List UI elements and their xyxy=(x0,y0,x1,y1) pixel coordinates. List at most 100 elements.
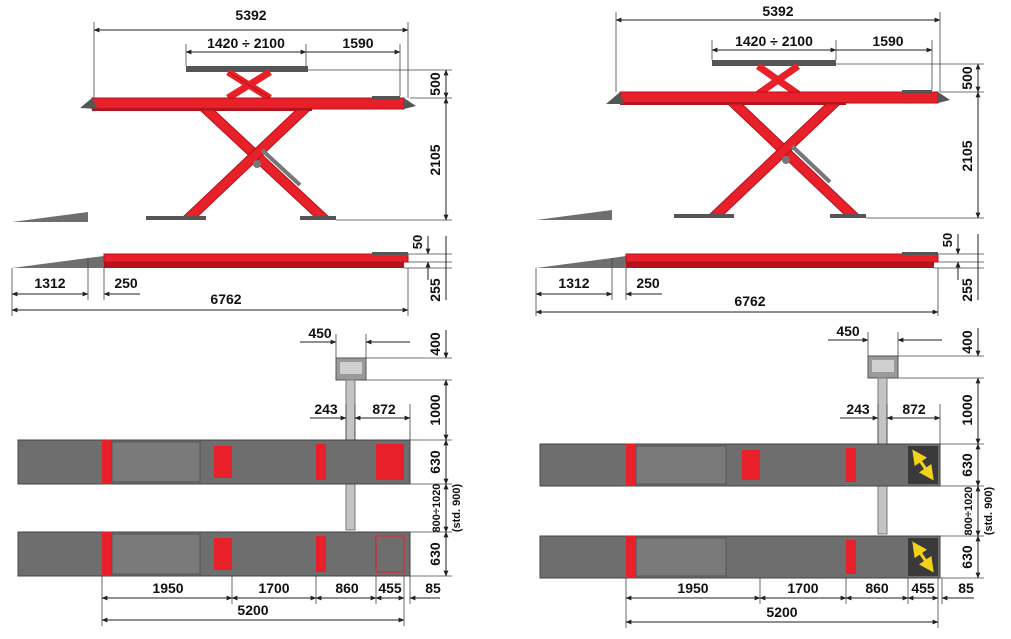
diagonal-arrows-icon xyxy=(912,541,934,573)
runway-sliding-panel xyxy=(635,445,727,485)
runway-body xyxy=(539,535,941,579)
runway-upper xyxy=(539,443,941,487)
dim-column-to-end: 872 xyxy=(372,401,396,417)
top-view xyxy=(539,355,941,579)
dim-top-plate-thickness: 50 xyxy=(410,235,425,249)
dim-overhang: 1590 xyxy=(872,33,903,49)
dim-ramp-gap: 250 xyxy=(636,275,660,291)
dim-end-gap: 85 xyxy=(958,580,974,596)
dim-column-offset: 243 xyxy=(846,401,870,417)
dim-column-to-end: 872 xyxy=(902,401,926,417)
platform-lowered xyxy=(625,253,939,263)
base-plate-left xyxy=(146,216,206,220)
dimension-labels: 5392 1420 ÷ 2100 1590 500 2105 1312 250 … xyxy=(34,7,463,618)
dim-runway-spacing-std: (std. 900) xyxy=(983,487,995,536)
main-scissor-arms xyxy=(706,103,862,217)
lift-view-right: 5392 1420 ÷ 2100 1590 500 2105 1312 250 … xyxy=(535,3,995,628)
base-plate-right xyxy=(300,216,336,220)
approach-ramp xyxy=(12,212,88,222)
dim-runway-width-bottom: 630 xyxy=(427,542,443,566)
dim-console-width: 450 xyxy=(836,323,860,339)
upper-scissor-arms xyxy=(226,69,272,101)
runway-sliding-panel xyxy=(111,533,201,575)
dim-seg-4: 455 xyxy=(911,580,935,596)
lift-view-left: 5392 1420 ÷ 2100 1590 500 2105 1312 250 … xyxy=(11,7,463,626)
dim-runway-spacing-std: (std. 900) xyxy=(451,484,463,533)
dim-total-length: 6762 xyxy=(734,293,765,309)
dim-console-clearance: 1000 xyxy=(959,394,975,425)
dim-runway-length: 5200 xyxy=(237,602,268,618)
dim-seg-1: 1950 xyxy=(152,580,183,596)
dim-seg-3: 860 xyxy=(865,580,889,596)
dimension-lines xyxy=(535,12,984,628)
dim-console-depth: 400 xyxy=(427,332,443,356)
runway-red-marker-2 xyxy=(316,444,326,480)
dim-top-plate-thickness: 50 xyxy=(940,233,955,247)
dim-ramp-gap: 250 xyxy=(114,275,138,291)
dimension-lines xyxy=(11,22,452,626)
dim-seg-2: 1700 xyxy=(258,580,289,596)
turntable-plate-red xyxy=(376,444,404,480)
dim-ramp-length: 1312 xyxy=(558,275,589,291)
runway-sliding-panel xyxy=(635,537,727,577)
side-view-raised xyxy=(536,60,950,220)
runway-red-marker xyxy=(102,532,112,576)
runway-red-marker-2 xyxy=(316,536,326,572)
dim-wheelbase-range: 1420 ÷ 2100 xyxy=(735,33,813,49)
dim-max-height: 2105 xyxy=(427,144,443,175)
runway-lower xyxy=(539,535,941,579)
dim-console-depth: 400 xyxy=(959,330,975,354)
top-support-plate xyxy=(186,66,308,72)
dim-top-length: 5392 xyxy=(762,3,793,19)
approach-ramp-lowered xyxy=(536,256,626,268)
platform-ramp-right xyxy=(938,92,950,103)
dim-ramp-length: 1312 xyxy=(34,275,65,291)
dim-wheelbase-range: 1420 ÷ 2100 xyxy=(207,35,285,51)
dim-top-length: 5392 xyxy=(235,7,266,23)
dim-runway-spacing: 800÷1020 xyxy=(431,484,443,533)
upper-scissor-arms xyxy=(755,63,801,97)
platform-ramp-right xyxy=(404,98,416,109)
top-view xyxy=(17,357,411,577)
approach-ramp xyxy=(536,210,612,220)
main-platform xyxy=(619,91,939,104)
diagonal-arrows-icon xyxy=(912,449,934,481)
platform-ramp-left xyxy=(80,98,98,109)
turntable-plate-grey xyxy=(375,535,405,573)
dim-runway-width-top: 630 xyxy=(959,453,975,477)
dim-runway-length: 5200 xyxy=(766,604,797,620)
dim-runway-width-top: 630 xyxy=(427,450,443,474)
dim-runway-width-bottom: 630 xyxy=(959,545,975,569)
hydraulic-cylinder xyxy=(260,148,302,187)
side-view-lowered xyxy=(12,252,409,268)
runway-lower xyxy=(17,531,411,577)
runway-red-marker xyxy=(102,440,112,484)
dim-total-length: 6762 xyxy=(210,291,241,307)
top-support-plate xyxy=(712,60,836,66)
platform-ramp-left xyxy=(606,92,624,104)
dimension-labels: 5392 1420 ÷ 2100 1590 500 2105 1312 250 … xyxy=(558,3,995,620)
dim-seg-3: 860 xyxy=(335,580,359,596)
dim-console-clearance: 1000 xyxy=(427,394,443,425)
side-view-lowered xyxy=(536,252,939,268)
base-plate-right xyxy=(830,214,866,218)
runway-sliding-panel xyxy=(111,441,201,483)
base-plate-left xyxy=(674,214,734,218)
runway-red-pad xyxy=(742,450,760,480)
side-view-raised xyxy=(12,66,416,222)
dim-overhang: 1590 xyxy=(342,35,373,51)
dim-console-width: 450 xyxy=(308,325,332,341)
platform-lowered xyxy=(103,253,409,263)
runway-upper xyxy=(17,439,411,485)
dim-platform-rise: 500 xyxy=(427,72,443,96)
runway-body xyxy=(539,443,941,487)
hydraulic-cylinder xyxy=(790,144,832,184)
dim-seg-2: 1700 xyxy=(787,580,818,596)
dim-seg-1: 1950 xyxy=(677,580,708,596)
dim-column-offset: 243 xyxy=(314,401,338,417)
runway-red-marker-2 xyxy=(846,540,856,574)
runway-red-marker xyxy=(626,536,636,578)
runway-red-pad xyxy=(214,446,232,478)
runway-red-pad xyxy=(214,538,232,570)
